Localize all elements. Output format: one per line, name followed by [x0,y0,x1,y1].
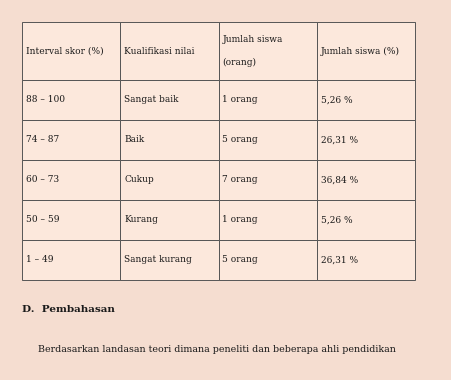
Text: 26,31 %: 26,31 % [321,136,358,144]
Bar [120,200,218,240]
Text: 36,84 %: 36,84 % [321,176,358,185]
Text: D.  Pembahasan: D. Pembahasan [22,305,115,314]
Bar [317,120,415,160]
Text: 1 orang: 1 orang [222,95,258,104]
Text: 7 orang: 7 orang [222,176,258,185]
Bar [22,200,120,240]
Text: Sangat baik: Sangat baik [124,95,179,104]
Bar [22,160,120,200]
Text: Jumlah siswa (%): Jumlah siswa (%) [321,46,400,55]
Bar [120,22,218,80]
Bar [120,240,218,280]
Text: Kurang: Kurang [124,215,158,225]
Bar [218,80,317,120]
Bar [120,160,218,200]
Text: 5,26 %: 5,26 % [321,215,352,225]
Bar [317,200,415,240]
Bar [317,240,415,280]
Bar [317,22,415,80]
Text: 5,26 %: 5,26 % [321,95,352,104]
Bar [22,80,120,120]
Text: 88 – 100: 88 – 100 [26,95,65,104]
Bar [22,120,120,160]
Text: 26,31 %: 26,31 % [321,255,358,264]
Text: Jumlah siswa

(orang): Jumlah siswa (orang) [222,35,283,67]
Bar [218,22,317,80]
Bar [22,240,120,280]
Bar [120,80,218,120]
Text: Sangat kurang: Sangat kurang [124,255,192,264]
Bar [22,22,120,80]
Text: 60 – 73: 60 – 73 [26,176,59,185]
Bar [218,200,317,240]
Text: Baik: Baik [124,136,144,144]
Text: 5 orang: 5 orang [222,255,258,264]
Text: 50 – 59: 50 – 59 [26,215,60,225]
Text: 74 – 87: 74 – 87 [26,136,59,144]
Text: Cukup: Cukup [124,176,154,185]
Bar [218,160,317,200]
Bar [218,240,317,280]
Bar [120,120,218,160]
Bar [218,120,317,160]
Text: Berdasarkan landasan teori dimana peneliti dan beberapa ahli pendidikan: Berdasarkan landasan teori dimana peneli… [38,345,396,354]
Text: Interval skor (%): Interval skor (%) [26,46,104,55]
Text: 5 orang: 5 orang [222,136,258,144]
Text: Kualifikasi nilai: Kualifikasi nilai [124,46,195,55]
Bar [317,80,415,120]
Text: 1 – 49: 1 – 49 [26,255,54,264]
Text: 1 orang: 1 orang [222,215,258,225]
Bar [317,160,415,200]
